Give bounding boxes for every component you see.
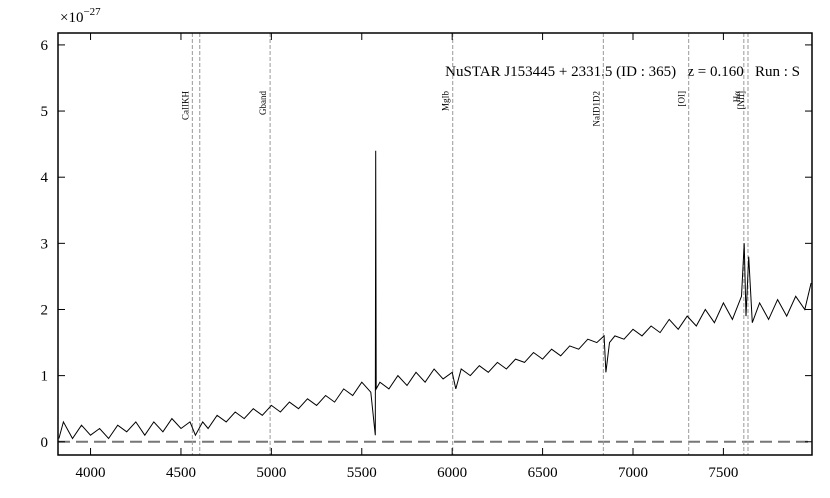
- feature-label: Hα: [732, 91, 742, 102]
- x-tick-label: 4500: [166, 465, 196, 481]
- feature-label: [NII]: [736, 91, 746, 110]
- x-tick-label: 4000: [76, 465, 106, 481]
- y-tick-label: 0: [41, 435, 49, 451]
- y-tick-label: 4: [41, 170, 49, 186]
- x-tick-label: 6000: [437, 465, 467, 481]
- x-tick-label: 6500: [528, 465, 558, 481]
- x-tick-label: 5000: [256, 465, 286, 481]
- spectrum: [58, 150, 812, 440]
- y-tick-label: 5: [41, 104, 49, 120]
- y-offset-exponent: −27: [83, 6, 101, 18]
- feature-label: [OI]: [677, 91, 687, 107]
- x-tick-label: 5500: [347, 465, 377, 481]
- x-tick-label: 7000: [618, 465, 648, 481]
- y-tick-label: 2: [41, 302, 49, 318]
- y-tick-label: 1: [41, 369, 49, 385]
- feature-label: Gband: [258, 91, 268, 115]
- feature-label: NaID1D2: [591, 91, 601, 127]
- y-tick-label: 3: [41, 236, 49, 252]
- plot-frame: [57, 32, 813, 456]
- x-tick-label: 7500: [708, 465, 738, 481]
- y-offset: ×10−27: [60, 6, 101, 26]
- y-offset-base: ×10: [60, 10, 83, 26]
- annotation: NuSTAR J153445 + 2331.5 (ID : 365) z = 0…: [445, 64, 800, 80]
- feature-label: CaIIKH: [180, 91, 190, 120]
- feature-label: MgIb: [441, 91, 451, 111]
- y-tick-label: 6: [41, 38, 49, 54]
